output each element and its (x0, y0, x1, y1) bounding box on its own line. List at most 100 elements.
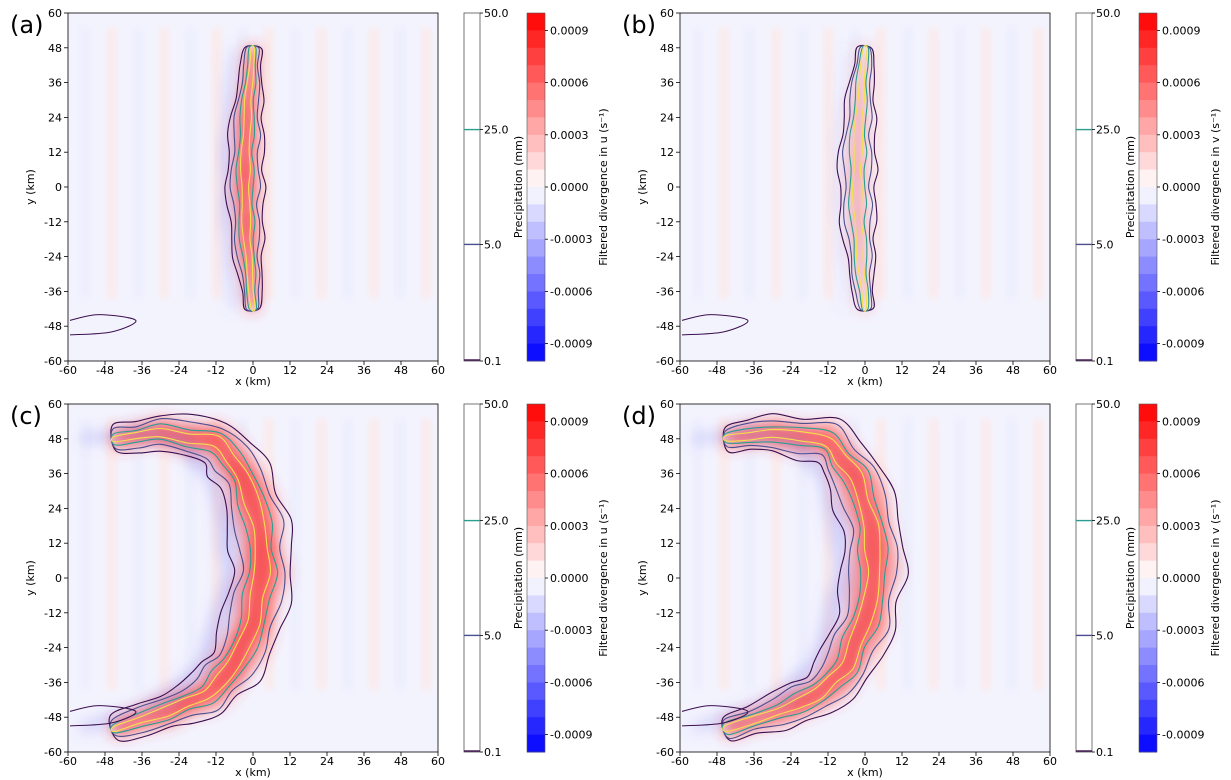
y-tick-label: -60 (44, 355, 62, 368)
divergence-colorbar-label: -0.0009 (550, 729, 592, 742)
precip-contours (69, 413, 294, 742)
divergence-colorbar-bin (527, 404, 545, 422)
y-tick-label: -12 (44, 216, 62, 229)
y-tick-label: -12 (656, 607, 674, 620)
x-tick-label: -36 (133, 364, 151, 377)
divergence-stripe (823, 27, 834, 299)
y-tick-label: 36 (660, 77, 674, 90)
divergence-colorbar-label: -0.0003 (1162, 624, 1204, 637)
divergence-colorbar-bin (1139, 221, 1157, 240)
divergence-stripe (797, 418, 808, 690)
precip-colorbar-label: 50.0 (484, 398, 509, 411)
divergence-stripe (771, 27, 782, 299)
divergence-stripe (744, 418, 755, 690)
x-tick-label: 36 (969, 364, 983, 377)
divergence-colorbar-bin (1139, 30, 1157, 49)
divergence-colorbar-bin (1139, 82, 1157, 101)
x-tick-label: 48 (1006, 364, 1020, 377)
y-tick-label: 12 (660, 146, 674, 159)
divergence-colorbar-bin (1139, 47, 1157, 66)
divergence-colorbar-bin (527, 438, 545, 457)
precip-colorbar-title: Precipitation (mm) (512, 136, 525, 238)
divergence-colorbar-label: -0.0006 (550, 285, 592, 298)
divergence-colorbar-bin (1139, 578, 1157, 596)
divergence-colorbar-bin (1139, 256, 1157, 275)
divergence-colorbar-label: 0.0003 (1162, 520, 1201, 533)
precip-colorbar-label: 25.0 (484, 515, 509, 528)
precip-colorbar-title: Precipitation (mm) (1124, 136, 1137, 238)
divergence-colorbar-bin (1139, 543, 1157, 562)
y-tick-label: -36 (44, 676, 62, 689)
y-tick-label: 60 (660, 7, 674, 20)
y-tick-label: 48 (48, 42, 62, 55)
divergence-colorbar-bin (527, 187, 545, 205)
precip-colorbar-label: 5.0 (484, 238, 502, 251)
divergence-colorbar-label: 0.0000 (550, 181, 589, 194)
y-axis-label: y (km) (24, 169, 37, 205)
divergence-stripe (159, 27, 170, 299)
precip-contour-0-1 (108, 413, 294, 742)
divergence-colorbar-bin (1139, 699, 1157, 718)
divergence-stripe (368, 27, 379, 299)
divergence-colorbar-label: -0.0003 (550, 233, 592, 246)
divergence-colorbar-bin (527, 699, 545, 718)
divergence-colorbar-label: -0.0006 (550, 676, 592, 689)
divergence-colorbar-bin (1139, 291, 1157, 310)
x-tick-label: 24 (932, 755, 946, 768)
divergence-colorbar-bin (527, 543, 545, 562)
divergence-colorbar-label: -0.0009 (550, 338, 592, 351)
x-tick-label: 0 (250, 364, 257, 377)
y-tick-label: -60 (656, 355, 674, 368)
y-tick-label: -12 (44, 607, 62, 620)
precip-contour-50 (239, 45, 256, 312)
divergence-colorbar-bin (1139, 612, 1157, 631)
divergence-colorbar-bin (527, 274, 545, 292)
divergence-colorbar-bin (527, 308, 545, 327)
y-tick-label: -24 (656, 251, 674, 264)
divergence-colorbar-bin (1139, 525, 1157, 544)
precip-colorbar-label: 0.1 (484, 355, 502, 368)
x-tick-label: 24 (320, 364, 334, 377)
divergence-colorbar-bin (527, 560, 545, 579)
x-tick-label: -60 (671, 755, 689, 768)
divergence-colorbar-label: 0.0009 (550, 415, 589, 428)
x-tick-label: 48 (394, 364, 408, 377)
precip-contours (681, 413, 909, 742)
divergence-stripe (185, 27, 196, 299)
divergence-colorbar-bin (1139, 274, 1157, 292)
x-tick-label: -60 (671, 364, 689, 377)
divergence-stripe (342, 418, 353, 690)
y-tick-label: 36 (48, 77, 62, 90)
panel-label: (d) (622, 402, 656, 430)
y-tick-label: 24 (660, 502, 674, 515)
divergence-colorbar-bin (527, 595, 545, 614)
x-tick-label: -12 (207, 364, 225, 377)
divergence-stripe (263, 27, 274, 299)
x-tick-label: 12 (283, 755, 297, 768)
divergence-colorbar-bin (1139, 100, 1157, 118)
divergence-colorbar-label: 0.0006 (1162, 77, 1201, 90)
divergence-colorbar-bin (527, 204, 545, 223)
x-tick-label: -36 (745, 364, 763, 377)
divergence-colorbar-bin (527, 525, 545, 544)
x-tick-label: 0 (250, 755, 257, 768)
divergence-colorbar-bin (527, 612, 545, 631)
x-axis-label: x (km) (847, 766, 883, 779)
precip-colorbar-title: Precipitation (mm) (1124, 527, 1137, 629)
precip-contour-0-1 (836, 44, 879, 312)
precip-contour-25 (110, 423, 279, 734)
divergence-colorbar-bin (1139, 204, 1157, 223)
x-tick-label: 60 (431, 755, 445, 768)
y-axis-label: y (km) (636, 560, 649, 596)
divergence-stripe (718, 418, 729, 690)
precip-contour-0-1 (224, 45, 267, 312)
divergence-colorbar-label: 0.0000 (1162, 181, 1201, 194)
y-tick-label: -48 (656, 711, 674, 724)
divergence-colorbar-label: 0.0006 (1162, 468, 1201, 481)
precip-colorbar-label: 5.0 (1096, 238, 1114, 251)
divergence-colorbar-label: -0.0009 (1162, 729, 1204, 742)
x-tick-label: -36 (133, 755, 151, 768)
divergence-colorbar-bin (1139, 343, 1157, 362)
divergence-stripe (395, 418, 405, 690)
divergence-colorbar-label: -0.0009 (1162, 338, 1204, 351)
